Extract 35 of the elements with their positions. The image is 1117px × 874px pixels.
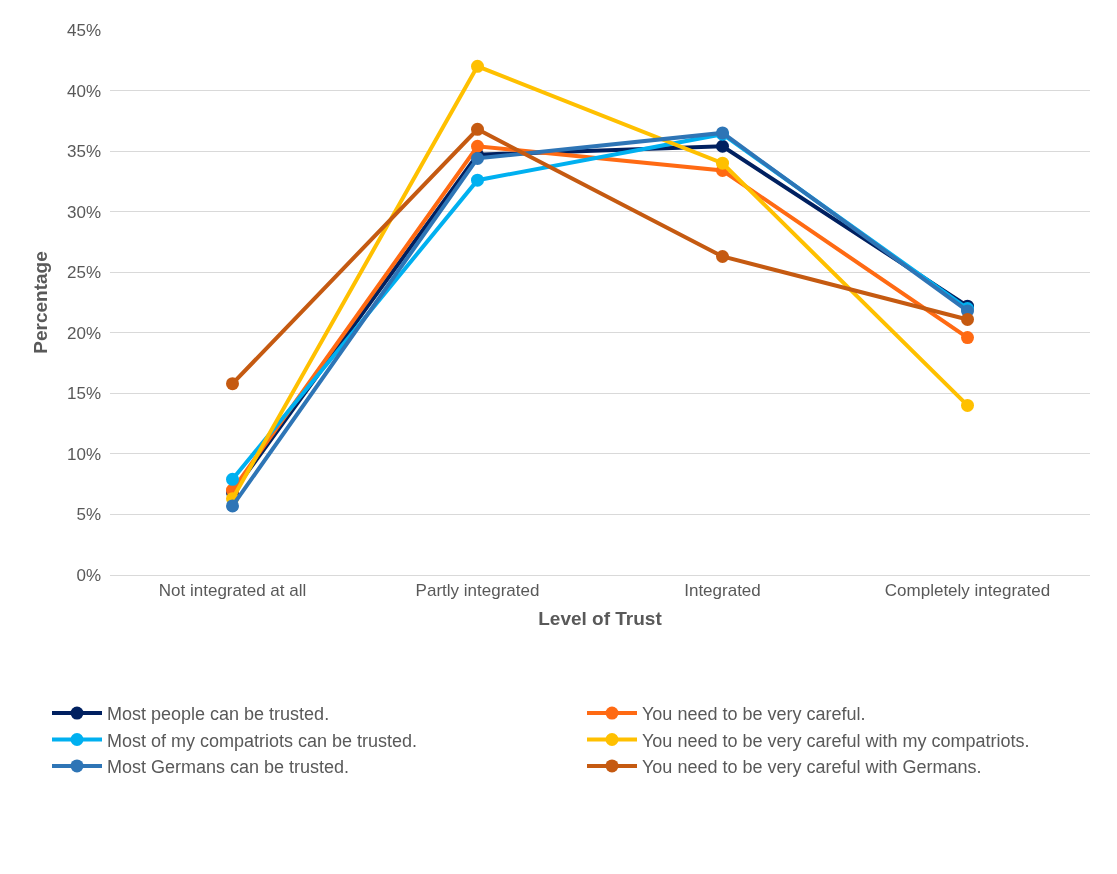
x-tick-label: Partly integrated: [415, 581, 540, 601]
point: [471, 173, 484, 187]
point: [226, 472, 239, 486]
legend-label: Most of my compatriots can be trusted.: [107, 730, 418, 751]
point: [226, 377, 239, 391]
point: [716, 139, 729, 153]
x-tick-label: Not integrated at all: [158, 581, 307, 601]
y-tick-label: 40%: [66, 81, 101, 101]
y-tick-label: 35%: [66, 142, 101, 162]
x-tick-label: Completely integrated: [884, 581, 1051, 601]
y-axis-title: Percentage: [29, 251, 51, 354]
legend-label: You need to be very careful.: [642, 704, 866, 725]
y-tick-label: 20%: [66, 323, 101, 343]
point: [716, 156, 729, 170]
point: [226, 499, 239, 513]
y-tick-label: 10%: [66, 444, 101, 464]
y-tick-label: 30%: [66, 202, 101, 222]
legend-label: Most people can be trusted.: [107, 704, 330, 725]
y-tick-label: 0%: [76, 565, 101, 585]
legend-label: Most Germans can be trusted.: [107, 756, 350, 777]
y-tick-label: 15%: [66, 384, 101, 404]
y-tick-label: 45%: [66, 20, 101, 40]
point: [961, 312, 974, 326]
x-tick-label: Integrated: [684, 581, 761, 601]
x-axis-title: Level of Trust: [538, 608, 663, 630]
point: [961, 331, 974, 345]
y-tick-label: 5%: [76, 505, 101, 525]
legend-label: You need to be very careful with my compatriots.: [642, 730, 1030, 751]
point: [471, 139, 484, 153]
point: [471, 59, 484, 73]
point: [961, 398, 974, 412]
point: [471, 122, 484, 136]
legend-label: You need to be very careful with Germans.: [642, 756, 982, 777]
y-tick-label: 25%: [66, 263, 101, 283]
point: [716, 249, 729, 263]
